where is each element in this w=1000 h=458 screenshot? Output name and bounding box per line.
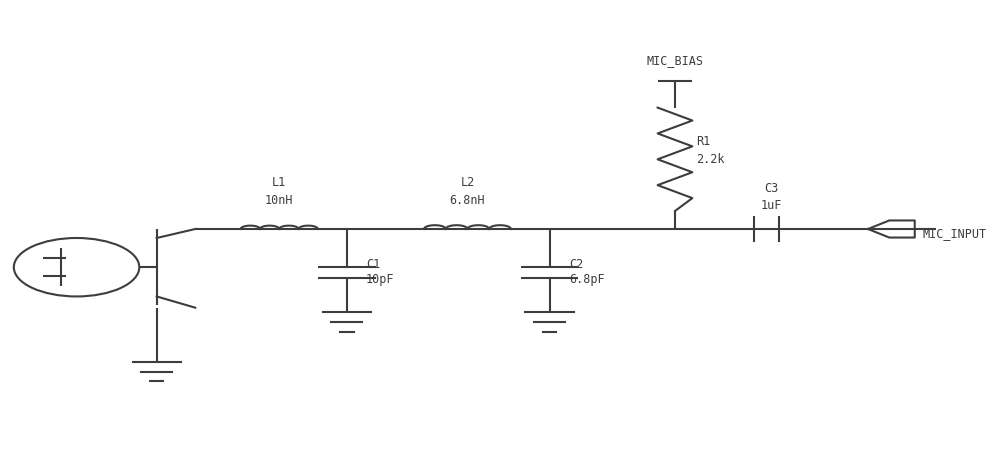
Text: 6.8nH: 6.8nH (450, 194, 485, 207)
Text: C1: C1 (366, 258, 380, 272)
Text: MIC_INPUT: MIC_INPUT (922, 227, 987, 240)
Text: C3: C3 (764, 182, 779, 195)
Text: 1uF: 1uF (761, 199, 782, 212)
Text: R1: R1 (696, 135, 710, 148)
Text: L2: L2 (460, 175, 475, 189)
Text: 10nH: 10nH (265, 194, 294, 207)
Text: 6.8pF: 6.8pF (569, 273, 604, 286)
Text: MIC_BIAS: MIC_BIAS (646, 54, 703, 67)
Text: 10pF: 10pF (366, 273, 395, 286)
Text: 2.2k: 2.2k (696, 153, 725, 166)
Text: C2: C2 (569, 258, 583, 272)
Text: L1: L1 (272, 175, 286, 189)
